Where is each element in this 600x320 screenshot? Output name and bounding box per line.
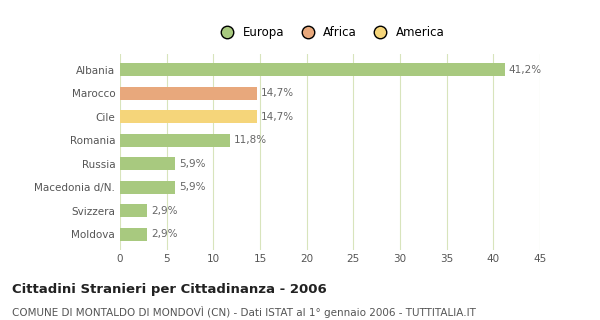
Text: 11,8%: 11,8%: [234, 135, 267, 145]
Bar: [120, 110, 257, 123]
Bar: [120, 157, 175, 170]
Bar: [120, 87, 257, 100]
Bar: [120, 204, 147, 217]
Text: 14,7%: 14,7%: [261, 88, 294, 98]
Text: 2,9%: 2,9%: [151, 229, 178, 239]
Text: 41,2%: 41,2%: [508, 65, 541, 75]
Bar: [120, 134, 230, 147]
Bar: [120, 63, 505, 76]
Text: 2,9%: 2,9%: [151, 206, 178, 216]
Bar: [120, 228, 147, 241]
Text: 5,9%: 5,9%: [179, 182, 205, 192]
Text: 5,9%: 5,9%: [179, 159, 205, 169]
Text: Cittadini Stranieri per Cittadinanza - 2006: Cittadini Stranieri per Cittadinanza - 2…: [12, 283, 327, 296]
Text: 14,7%: 14,7%: [261, 112, 294, 122]
Text: COMUNE DI MONTALDO DI MONDOVÌ (CN) - Dati ISTAT al 1° gennaio 2006 - TUTTITALIA.: COMUNE DI MONTALDO DI MONDOVÌ (CN) - Dat…: [12, 306, 476, 317]
Bar: [120, 181, 175, 194]
Legend: Europa, Africa, America: Europa, Africa, America: [211, 21, 449, 44]
